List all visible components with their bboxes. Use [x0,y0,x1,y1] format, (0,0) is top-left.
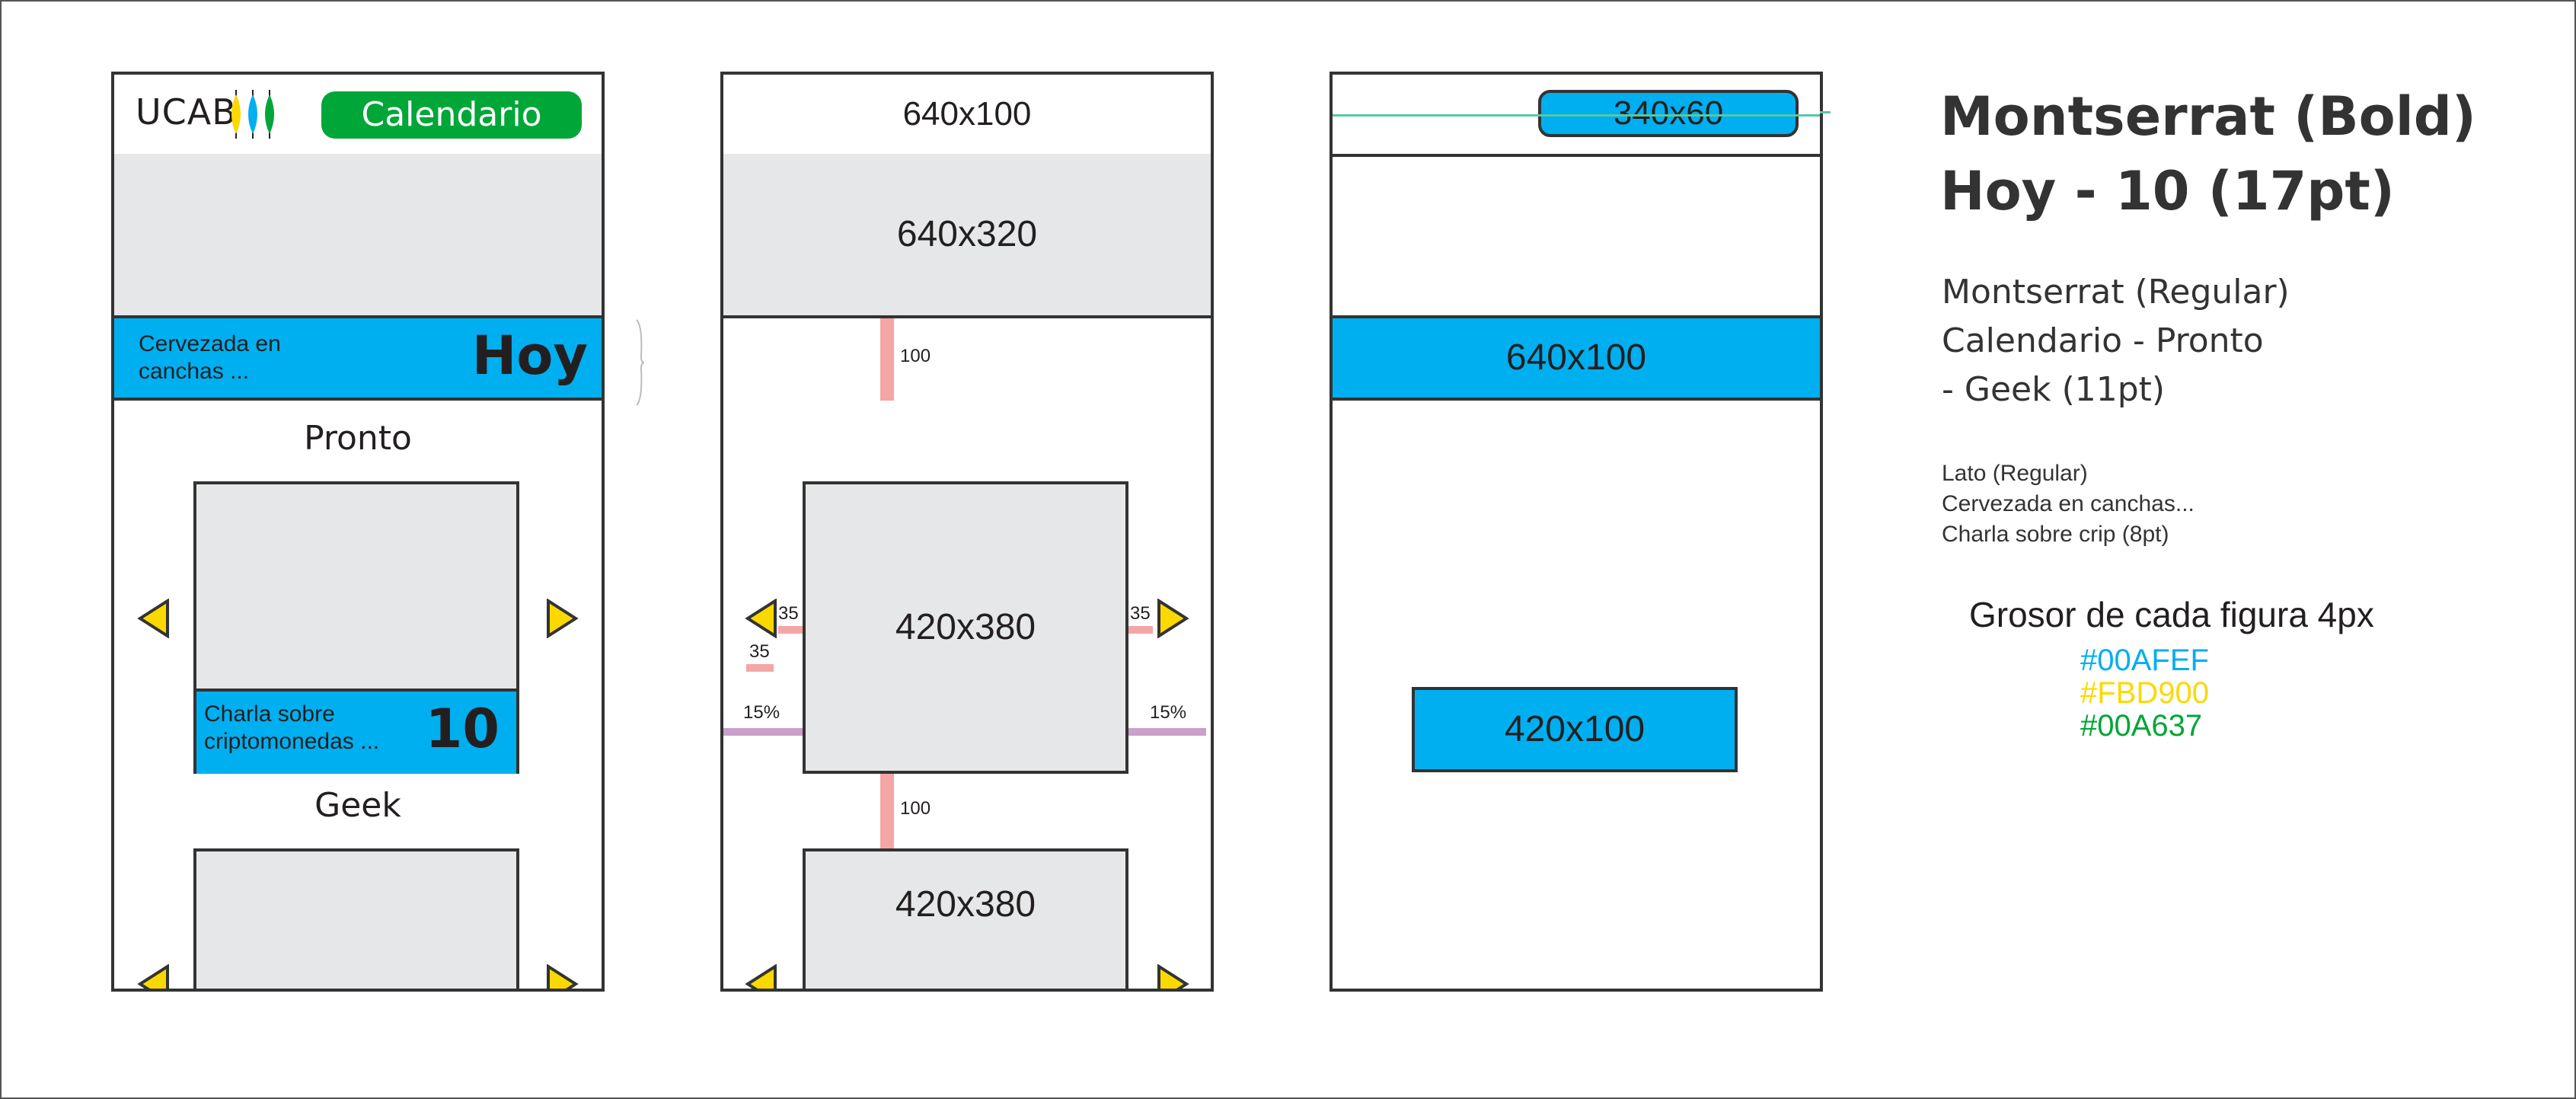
center-guide-line [1333,114,1820,117]
section-title-pronto: Pronto [304,419,412,458]
color-hex-yellow: #FBD900 [2080,676,2209,710]
dim-right-arrow-icon [1157,599,1189,638]
logo-icon [230,90,277,139]
today-event-text: Cervezada en canchas ... [139,331,281,384]
gap-bottom-marker [880,774,894,848]
arrow-size-marker [746,664,774,672]
comp-button-label: 340x60 [1613,94,1724,132]
logo-text: UCAB [136,91,237,133]
event-card-text: Charla sobre criptomonedas ... [204,701,380,754]
dim-hero: 640x320 [723,154,1211,318]
dim-right-arrow-2-icon [1157,964,1189,989]
dim-left-arrow-icon [745,599,777,638]
geek-left-arrow-icon[interactable] [137,964,171,992]
arrow-gap-left-marker [778,626,803,634]
gap-top-marker [880,318,894,401]
hero-image [114,154,602,318]
margin-left-label: 15% [743,702,780,723]
margin-right-label: 15% [1150,702,1187,723]
today-banner[interactable]: Cervezada en canchas ... Hoy [114,318,602,401]
component-screen: 340x60 640x100 420x100 [1329,72,1823,992]
lato-line-1: Lato (Regular) [1942,461,2088,486]
comp-header [1333,75,1820,157]
typography-bold: Montserrat (Bold) Hoy - 10 (17pt) [1940,79,2476,228]
calendar-button[interactable]: Calendario [321,91,582,139]
event-card[interactable]: Charla sobre criptomonedas ... 10 [193,481,519,774]
color-list: #00AFEF #FBD900 #00A637 [2080,644,2209,743]
gap-bottom-label: 100 [900,798,931,819]
dim-card-2: 420x380 [803,848,1128,989]
regular-line-2: Calendario - Pronto [1942,321,2264,360]
color-hex-blue: #00AFEF [2080,644,2209,677]
app-header: UCAB Calendario [114,75,602,157]
lato-line-2: Cervezada en canchas... [1942,491,2195,516]
lato-line-3: Charla sobre crip (8pt) [1942,522,2169,547]
margin-left-marker [723,728,803,736]
comp-button: 340x60 [1538,90,1799,137]
section-title-geek: Geek [314,786,401,825]
regular-line-1: Montserrat (Regular) [1942,273,2290,311]
geek-right-arrow-icon[interactable] [545,964,579,992]
today-title: Hoy [471,324,588,387]
color-hex-green: #00A637 [2080,709,2203,743]
event-card-label: Charla sobre criptomonedas ... 10 [196,688,516,774]
dim-header: 640x100 [723,75,1211,157]
guide-line-overflow [1820,111,1831,113]
arrow-gap-left-label: 35 [778,603,799,624]
divider [723,315,1211,318]
dim-card: 420x380 [803,481,1128,774]
bold-font-usage: Hoy - 10 (17pt) [1940,160,2395,222]
bold-font-name: Montserrat (Bold) [1940,85,2476,148]
geek-card[interactable] [193,848,519,989]
carousel-left-arrow-icon[interactable] [137,599,171,638]
comp-card-label: 420x100 [1412,687,1738,772]
mockup-screen: UCAB Calendario Cervezada en canchas ...… [111,72,605,992]
typography-regular: Montserrat (Regular) Calendario - Pronto… [1942,268,2290,414]
dimension-screen: 640x100 640x320 100 420x380 35 35 35 15%… [720,72,1214,992]
margin-right-marker [1128,728,1206,736]
stroke-note: Grosor de cada figura 4px [1969,595,2374,634]
brace-mark [636,319,645,406]
arrow-gap-left-below-label: 35 [749,641,770,662]
typography-lato: Lato (Regular) Cervezada en canchas... C… [1942,458,2195,550]
regular-line-3: - Geek (11pt) [1942,370,2166,409]
carousel-right-arrow-icon[interactable] [545,599,579,638]
arrow-gap-right-label: 35 [1130,603,1151,624]
dim-left-arrow-2-icon [745,964,777,989]
arrow-gap-right-marker [1128,626,1153,634]
comp-banner: 640x100 [1333,315,1820,401]
event-card-number: 10 [425,698,500,760]
gap-top-label: 100 [900,346,931,366]
